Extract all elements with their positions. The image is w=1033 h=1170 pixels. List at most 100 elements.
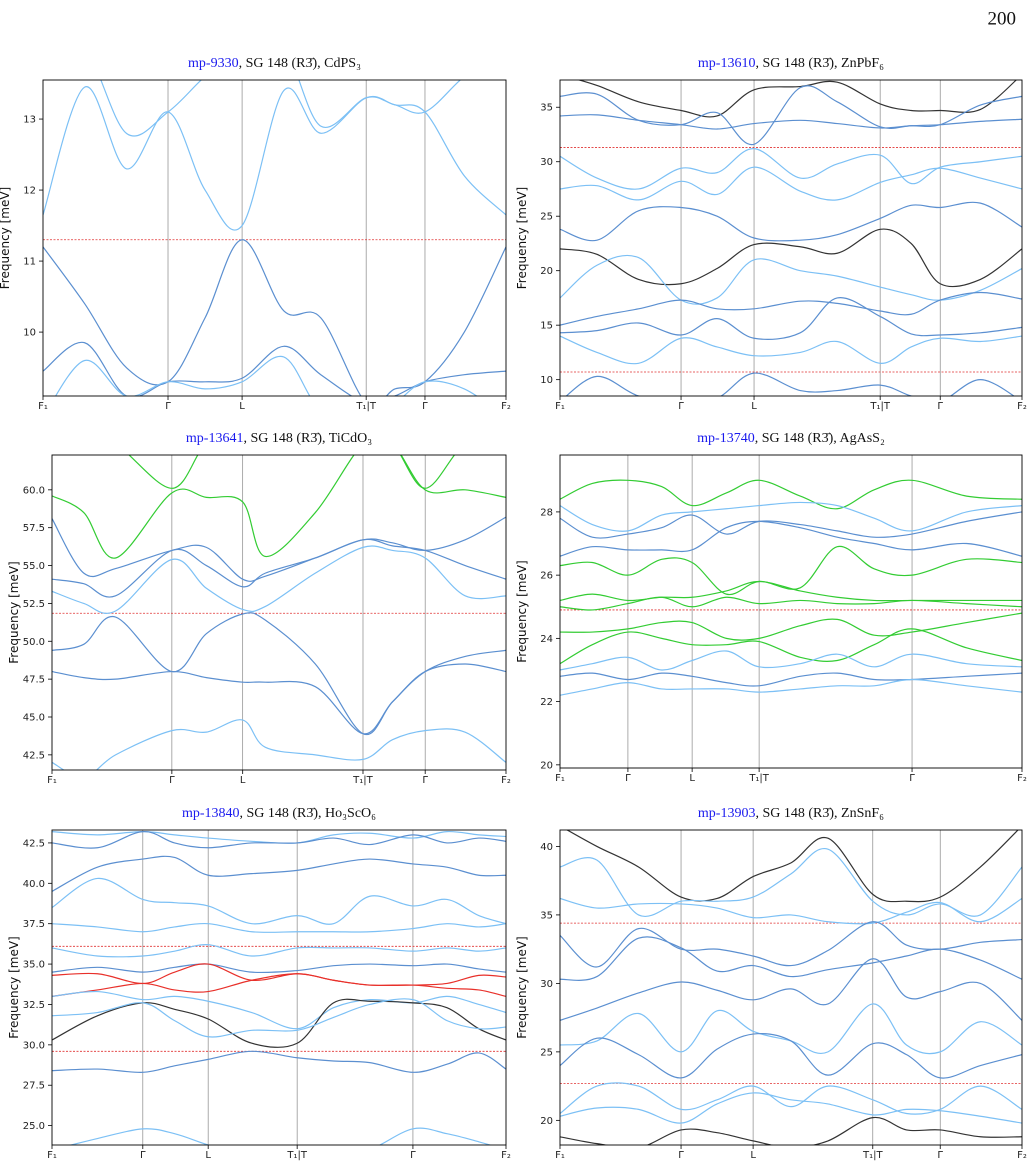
x-tick-label: F₁: [555, 401, 565, 412]
band-line: [560, 114, 1022, 130]
title-link: mp-9330: [188, 56, 239, 71]
y-tick-label: 15: [540, 321, 553, 332]
band-line: [52, 998, 506, 1038]
title-text: , SG 148 (R3̄), AgAsS₂: [755, 431, 885, 446]
y-tick-label: 42.5: [23, 838, 45, 849]
plot-area: [560, 479, 1022, 696]
band-line: [560, 166, 1022, 201]
band-line: [560, 85, 1022, 145]
band-line: [560, 678, 1022, 696]
band-line: [52, 855, 506, 892]
band-line: [100, 80, 462, 137]
y-tick-label: 45.0: [23, 712, 45, 723]
band-line: [560, 958, 1022, 1021]
chart-title: mp-13610, SG 148 (R3̄), ZnPbF₆: [698, 56, 884, 71]
x-tick-label: L: [240, 775, 246, 786]
y-tick-label: 27.5: [23, 1081, 45, 1092]
title-text: , SG 148 (R3̄), ZnSnF₆: [755, 806, 884, 821]
y-tick-label: 24: [540, 634, 553, 645]
plot-area: [52, 455, 506, 770]
y-tick-label: 26: [540, 571, 553, 582]
x-tick-label: L: [750, 1150, 756, 1161]
band-line: [560, 936, 1022, 981]
x-tick-label: L: [205, 1150, 211, 1161]
y-tick-label: 40.0: [23, 879, 45, 890]
x-tick-label: T₁|T: [869, 401, 890, 412]
plot-frame: [559, 454, 1023, 769]
chart: mp-13610, SG 148 (R3̄), ZnPbF₆ Frequency …: [515, 56, 1027, 412]
band-line: [560, 847, 1022, 917]
x-tick-label: T₁|T: [862, 1150, 883, 1161]
band-line: [68, 1127, 493, 1145]
band-line: [560, 511, 1022, 539]
x-tick-label: Γ: [165, 401, 171, 412]
y-tick-label: 11: [23, 257, 36, 268]
band-line: [566, 830, 1019, 903]
y-tick-label: 22: [540, 697, 553, 708]
y-tick-label: 40: [540, 842, 553, 853]
x-tick-label: Γ: [422, 401, 428, 412]
band-line: [52, 545, 506, 614]
x-tick-label: Γ: [937, 1150, 943, 1161]
y-tick-label: 12: [23, 186, 36, 197]
band-line: [560, 501, 1022, 532]
x-tick-label: F₂: [1017, 401, 1027, 412]
x-tick-label: Γ: [422, 775, 428, 786]
y-axis-label: Frequency [meV]: [515, 936, 529, 1038]
band-line: [52, 455, 506, 559]
x-tick-label: Γ: [909, 773, 915, 784]
x-tick-label: F₂: [1017, 1150, 1027, 1161]
y-tick-label: 35: [540, 103, 553, 114]
band-line: [560, 612, 1022, 641]
y-axis-label: Frequency [meV]: [7, 561, 21, 663]
band-line: [560, 335, 1022, 365]
x-tick-label: F₂: [501, 1150, 511, 1161]
x-tick-label: F₁: [38, 401, 48, 412]
chart-title: mp-13840, SG 148 (R3̄), Ho₃ScO₆: [182, 806, 376, 821]
title-text: , SG 148 (R3̄), Ho₃ScO₆: [240, 806, 377, 821]
band-line: [560, 520, 1022, 557]
plot-area: [52, 830, 506, 1145]
title-text: , SG 148 (R3̄), ZnPbF₆: [755, 56, 884, 71]
y-tick-label: 20: [540, 1116, 553, 1127]
y-tick-label: 30: [540, 979, 553, 990]
title-text: , SG 148 (R3̄), CdPS₃: [239, 56, 361, 71]
y-tick-label: 13: [23, 115, 36, 126]
x-tick-label: L: [751, 401, 757, 412]
y-tick-label: 20: [540, 760, 553, 771]
x-tick-label: L: [239, 401, 245, 412]
y-tick-label: 57.5: [23, 523, 45, 534]
plot-frame: [51, 454, 507, 771]
y-tick-label: 30.0: [23, 1040, 45, 1051]
band-line: [52, 516, 506, 582]
y-axis-label: Frequency [meV]: [515, 560, 529, 662]
chart-title: mp-13903, SG 148 (R3̄), ZnSnF₆: [698, 806, 884, 821]
band-line: [52, 973, 506, 997]
plot-frame: [42, 79, 507, 397]
band-line: [560, 148, 1022, 190]
y-tick-label: 25: [540, 1047, 553, 1058]
x-tick-label: T₁|T: [748, 773, 769, 784]
band-line: [560, 650, 1022, 671]
y-axis-label: Frequency [meV]: [515, 187, 529, 289]
band-line: [43, 86, 506, 231]
page-number: 200: [988, 8, 1017, 29]
band-line: [52, 877, 506, 925]
band-line: [560, 1003, 1022, 1055]
plot-frame: [51, 829, 507, 1146]
x-tick-label: Γ: [169, 775, 175, 786]
band-line: [577, 80, 1018, 118]
band-line: [54, 355, 478, 396]
x-tick-label: Γ: [937, 401, 943, 412]
y-tick-label: 25: [540, 212, 553, 223]
title-link: mp-13903: [698, 806, 756, 821]
x-tick-label: F₂: [501, 401, 511, 412]
band-line: [128, 455, 456, 489]
chart-title: mp-13740, SG 148 (R3̄), AgAsS₂: [697, 431, 885, 446]
x-tick-label: F₁: [47, 775, 57, 786]
band-line: [52, 831, 506, 849]
y-tick-label: 35: [540, 910, 553, 921]
x-tick-label: F₁: [555, 773, 565, 784]
